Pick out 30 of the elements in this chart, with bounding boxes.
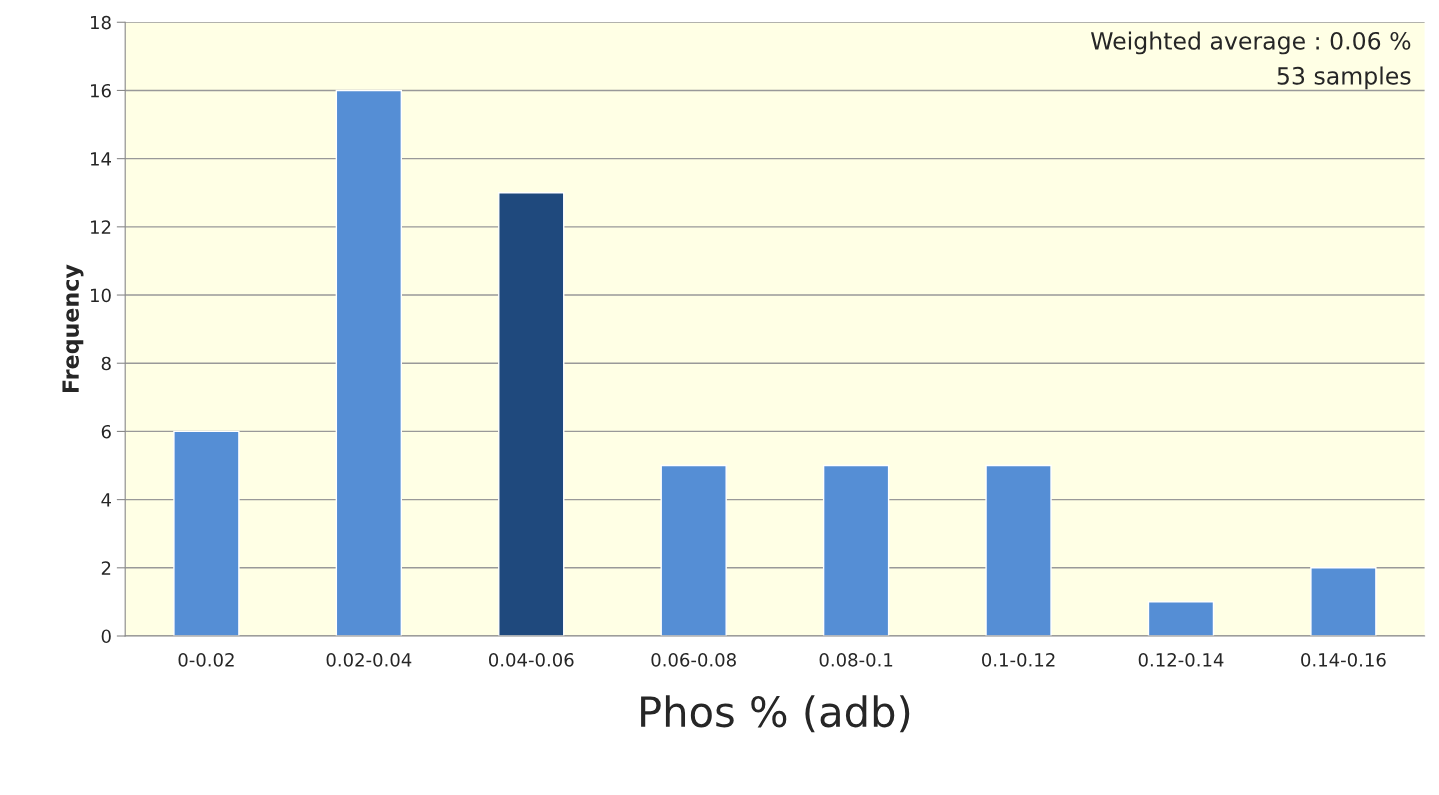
y-tick-label: 4 [101, 493, 111, 507]
y-tick-label: 14 [91, 152, 111, 166]
annotation: 53 samples [1277, 66, 1411, 90]
x-tick-label: 0.12-0.14 [1138, 652, 1224, 667]
y-axis-title: Frequency [62, 264, 84, 393]
y-tick-label: 16 [91, 83, 111, 98]
bar [335, 89, 403, 636]
y-tick-label: 18 [91, 15, 111, 30]
x-tick-label: 0-0.02 [178, 652, 234, 667]
x-axis-title: Phos % (adb) [641, 695, 910, 733]
x-tick-label: 0.06-0.08 [651, 652, 736, 667]
bar [498, 192, 565, 636]
bar [173, 430, 240, 636]
annotation: Weighted average : 0.06 % [1090, 31, 1411, 55]
bar [660, 464, 727, 636]
y-tick-label: 0 [101, 629, 111, 644]
y-tick-label: 6 [101, 424, 111, 439]
y-tick-label: 8 [101, 356, 111, 371]
x-tick-label: 0.1-0.12 [982, 652, 1055, 667]
x-tick-label: 0.04-0.06 [488, 652, 574, 667]
bar [822, 464, 890, 636]
x-tick-label: 0.02-0.04 [326, 652, 412, 667]
bar [985, 464, 1052, 636]
bar [1147, 601, 1215, 636]
y-tick-label: 10 [91, 288, 111, 303]
y-tick-label: 12 [91, 220, 111, 234]
x-tick-label: 0.08-0.1 [819, 652, 893, 667]
y-tick-label: 2 [101, 561, 111, 575]
x-tick-label: 0.14-0.16 [1301, 652, 1386, 667]
bar [1310, 567, 1377, 636]
